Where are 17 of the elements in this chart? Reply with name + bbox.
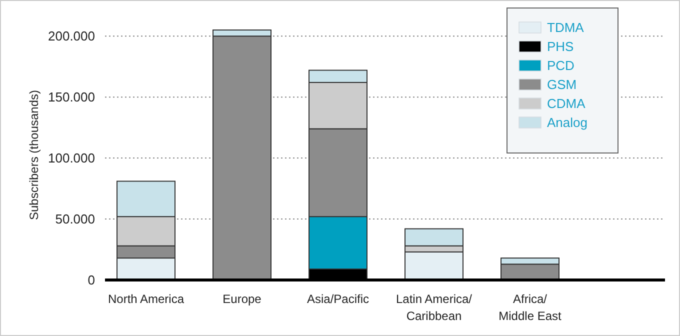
y-axis-title: Subscribers (thousands) xyxy=(27,90,41,220)
legend-label: CDMA xyxy=(547,96,586,112)
x-tick-label: North America xyxy=(108,292,184,306)
x-tick-label: Europe xyxy=(222,292,262,306)
legend-label: TDMA xyxy=(547,20,584,36)
x-tick-label: Asia/Pacific xyxy=(306,292,370,306)
y-tick-label: 150.000 xyxy=(48,90,95,105)
x-tick-label: Africa/ Middle East xyxy=(498,292,562,323)
legend-label: PCD xyxy=(547,58,574,74)
y-tick-label: 0 xyxy=(88,272,95,288)
y-tick-label: 100.000 xyxy=(48,150,95,166)
y-tick-label: 200.000 xyxy=(48,28,95,44)
legend-label: PHS xyxy=(547,39,574,54)
y-tick-label: 50.000 xyxy=(55,212,95,227)
legend-label: Analog xyxy=(547,115,588,130)
legend-label: GSM xyxy=(547,77,577,92)
x-tick-label: Latin America/ Caribbean xyxy=(396,292,473,323)
